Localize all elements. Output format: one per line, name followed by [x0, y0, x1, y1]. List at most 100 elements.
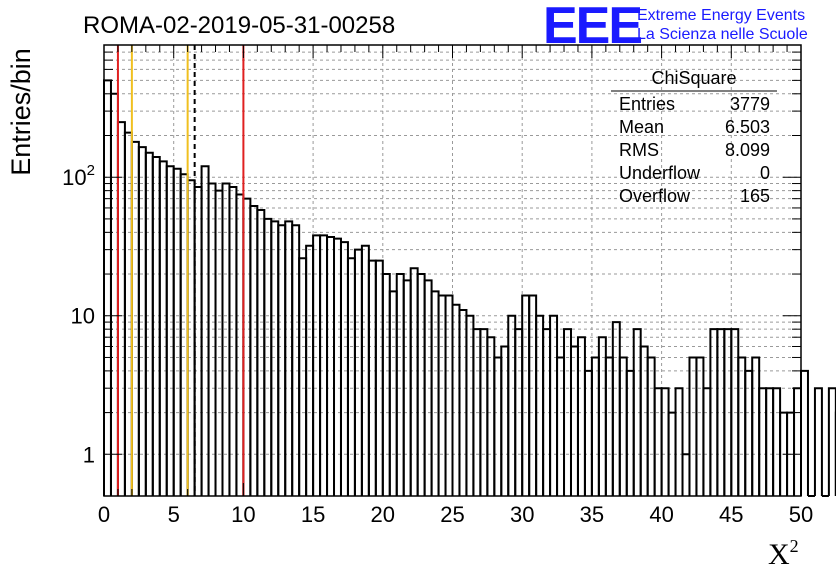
histogram-bin	[179, 173, 189, 496]
x-tick-labels: 0 5 10 15 20 25 30 35 40 45 50	[98, 502, 813, 527]
histogram-bin	[333, 237, 342, 496]
x-tick-label: 40	[649, 502, 673, 527]
histogram-bin	[625, 369, 635, 496]
stats-value: 3779	[730, 94, 770, 114]
y-tick-label: 1	[83, 442, 95, 467]
histogram-bin	[116, 121, 126, 496]
histogram-bin	[444, 294, 454, 496]
histogram-bin	[653, 387, 663, 496]
histogram-bin	[242, 197, 252, 496]
eee-logo-mark: EEE	[543, 0, 641, 55]
histogram-bin	[284, 220, 294, 496]
histogram-bin	[813, 387, 823, 496]
histogram-bin	[103, 79, 112, 496]
histogram-bin	[590, 356, 600, 496]
x-tick-label: 45	[719, 502, 743, 527]
histogram-bin	[604, 356, 614, 496]
x-axis-label: X2	[768, 536, 799, 571]
x-tick-label: 50	[789, 502, 813, 527]
x-tick-label: 0	[98, 502, 110, 527]
histogram-bin	[674, 387, 684, 496]
x-axis-label-sup: 2	[790, 536, 799, 556]
histogram-bin	[165, 165, 175, 496]
histogram-bin	[256, 208, 266, 496]
x-tick-label: 5	[168, 502, 180, 527]
histogram-bin	[597, 336, 607, 496]
histogram-bin	[137, 146, 147, 496]
stats-label: Mean	[619, 117, 664, 137]
histogram-bin	[765, 387, 775, 496]
x-tick-label: 15	[301, 502, 325, 527]
histogram-bin	[458, 309, 468, 496]
histogram-bin	[702, 387, 712, 496]
stats-rows: Entries 3779 Mean 6.503 RMS 8.099 Underflow 0 Ov…	[619, 94, 770, 206]
histogram-bin	[367, 259, 377, 496]
histogram-bin	[374, 259, 384, 496]
histogram-bin	[298, 257, 308, 496]
stats-label: Entries	[619, 94, 675, 114]
histogram-bin	[611, 321, 621, 496]
chart-title: ROMA-02-2019-05-31-00258	[83, 12, 395, 39]
histogram-bin	[493, 356, 503, 496]
stats-value: 0	[760, 163, 770, 183]
stats-value: 6.503	[725, 117, 770, 137]
histogram-bin	[521, 294, 531, 496]
histogram-bin	[800, 369, 809, 496]
histogram-bin	[737, 356, 747, 496]
histogram-bin	[758, 387, 768, 496]
histogram-bin	[270, 220, 280, 496]
x-tick-label: 10	[231, 502, 255, 527]
x-tick-label: 25	[440, 502, 464, 527]
histogram-bin	[535, 314, 545, 496]
histogram-bin	[346, 257, 356, 496]
histogram-bin	[291, 224, 301, 496]
histogram-bin	[772, 387, 782, 496]
histogram-bin	[130, 140, 140, 496]
histogram-bin	[395, 273, 405, 496]
histogram-bin	[339, 241, 349, 496]
x-tick-label: 20	[371, 502, 395, 527]
stats-row: RMS 8.099	[619, 140, 770, 160]
histogram-bin	[353, 248, 363, 496]
y-tick-label: 102	[62, 162, 95, 190]
histogram-bin	[500, 345, 510, 496]
x-axis-label-base: X	[768, 538, 790, 571]
histogram-bin	[528, 294, 538, 496]
axes	[103, 44, 802, 497]
histogram-bin	[793, 387, 802, 496]
histogram-bin	[326, 236, 336, 496]
histogram-bin	[660, 387, 670, 496]
histogram-bin	[109, 92, 119, 496]
histogram-bin	[486, 336, 496, 496]
eee-logo: EEE Extreme Energy Events La Scienza nel…	[543, 0, 808, 55]
histogram-bin	[437, 294, 447, 496]
y-tick-label: 10	[71, 304, 95, 329]
histogram-bin	[123, 131, 133, 496]
stats-value: 8.099	[725, 140, 770, 160]
histogram-bin	[646, 356, 656, 496]
stats-label: Underflow	[619, 163, 701, 183]
histogram-bin	[277, 224, 287, 496]
histogram-bin	[744, 369, 754, 496]
stats-row: Overflow 165	[619, 186, 770, 206]
histogram-bin	[549, 314, 559, 496]
histogram-bin	[569, 345, 579, 496]
histogram-bin	[681, 453, 691, 496]
histogram-bin	[214, 189, 224, 496]
logo-line-2: La Scienza nelle Scuole	[637, 26, 808, 43]
marker-lines	[116, 45, 245, 496]
histogram-bin	[688, 356, 698, 496]
histogram-bin	[235, 193, 245, 496]
histogram-bin	[409, 267, 419, 496]
histogram-bin	[381, 273, 391, 496]
histogram-bin	[556, 356, 566, 496]
histogram-bin	[144, 151, 154, 496]
histogram-bin	[221, 182, 231, 496]
x-tick-label: 35	[580, 502, 604, 527]
y-tick-labels: 1 10 102	[62, 162, 95, 467]
histogram-bin	[200, 165, 210, 496]
histogram-bin	[465, 314, 475, 496]
stats-row: Underflow 0	[619, 163, 770, 183]
histogram-bin	[576, 336, 586, 496]
